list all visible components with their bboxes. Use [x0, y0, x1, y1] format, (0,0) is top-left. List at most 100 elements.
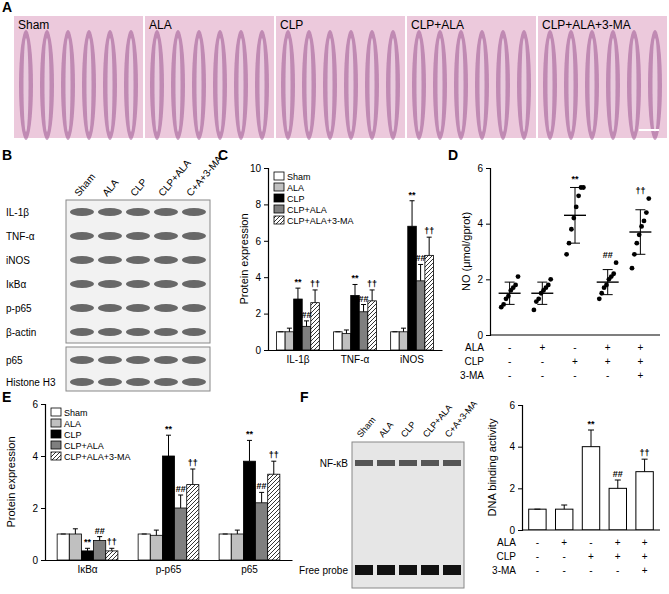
- condition-cell: -: [606, 370, 609, 381]
- bar: [609, 488, 626, 530]
- image-label: CLP+ALA+3-MA: [542, 18, 631, 32]
- blot-band: [70, 280, 94, 288]
- legend-label: CLP: [64, 430, 82, 440]
- bar: [268, 474, 280, 560]
- y-tick: 4: [509, 441, 522, 452]
- villus-core: [328, 38, 333, 132]
- error-bar: [235, 530, 240, 534]
- villus-core: [590, 38, 595, 132]
- y-axis-title: DNA binding activity: [486, 418, 498, 516]
- villus: [648, 30, 662, 140]
- significance-label: ††: [310, 279, 320, 289]
- villus-core: [370, 38, 375, 132]
- error-bar: [271, 461, 276, 474]
- image-background: [145, 16, 274, 138]
- marks: [57, 435, 280, 560]
- villus-core: [391, 38, 396, 132]
- y-tick-label: 2: [255, 308, 261, 319]
- significance-label: **: [587, 419, 595, 429]
- condition-cell: +: [561, 537, 567, 548]
- y-axis-title: Protein expression: [5, 436, 17, 527]
- condition-cell: -: [563, 551, 566, 562]
- y-tick-label: 0: [255, 345, 261, 356]
- villus-core: [417, 38, 422, 132]
- condition-cell: -: [536, 551, 539, 562]
- villus: [386, 30, 400, 140]
- error-bar: [537, 282, 547, 304]
- error-bar: [427, 237, 432, 255]
- bar: [311, 303, 320, 350]
- bar: [175, 508, 187, 560]
- y-tick-mark: [264, 241, 268, 242]
- panel-letter: B: [2, 147, 12, 163]
- blot-band: [98, 356, 122, 364]
- y-tick-label: 4: [32, 451, 38, 462]
- y-tick: 6: [477, 163, 490, 174]
- blot-band: [70, 232, 94, 240]
- villus: [323, 30, 337, 140]
- legend-label: CLP+ALA+3-MA: [287, 216, 354, 226]
- point: [532, 308, 537, 313]
- point: [611, 271, 616, 276]
- y-tick-mark: [264, 204, 268, 205]
- villus-core: [548, 38, 553, 132]
- blot-band: [70, 256, 94, 264]
- blot-band: [154, 232, 178, 240]
- condition-cell: -: [536, 565, 539, 576]
- y-tick-label: 0: [477, 330, 483, 341]
- y-tick-mark: [486, 224, 490, 225]
- error-bar: [615, 480, 621, 488]
- legend-label: CLP+ALA: [64, 441, 104, 451]
- blot-band: [126, 208, 150, 216]
- bar: [162, 456, 174, 560]
- y-tick: 6: [32, 399, 45, 410]
- y-tick: 0: [255, 345, 268, 356]
- bar: [416, 281, 425, 350]
- villus-core: [66, 38, 71, 132]
- villus: [61, 30, 75, 140]
- blot-row-label: IκBα: [6, 279, 26, 290]
- marks: [499, 185, 652, 312]
- error-bar: [313, 290, 318, 303]
- blot-band: [98, 328, 122, 336]
- point: [546, 283, 551, 288]
- y-tick: 0: [32, 555, 45, 566]
- blot-row-label: p-p65: [6, 303, 32, 314]
- y-tick: 2: [255, 308, 268, 319]
- significance-label: **: [294, 277, 302, 287]
- bar: [277, 332, 286, 350]
- y-tick-label: 2: [477, 274, 483, 285]
- x-axis-line: [269, 350, 443, 351]
- bar: [555, 509, 572, 530]
- point: [642, 218, 647, 223]
- error-bar: [570, 187, 580, 243]
- condition-label: 3-MA: [460, 370, 484, 381]
- gel-frame: [352, 442, 464, 588]
- condition-cell: +: [642, 537, 648, 548]
- legend-label: ALA: [287, 183, 304, 193]
- blot-band: [98, 232, 122, 240]
- condition-cell: +: [637, 342, 643, 353]
- legend-label: CLP+ALA: [287, 205, 327, 215]
- villus-core: [459, 38, 464, 132]
- image-label: CLP+ALA: [411, 18, 464, 32]
- villus-core: [260, 38, 265, 132]
- villus-core: [307, 38, 312, 132]
- legend-swatch: [51, 441, 61, 449]
- bar: [359, 312, 368, 350]
- villus-core: [218, 38, 223, 132]
- point: [576, 193, 581, 198]
- y-axis-line: [264, 169, 269, 351]
- blot-band: [154, 356, 178, 364]
- y-tick-mark: [264, 350, 268, 351]
- condition-cell: +: [637, 356, 643, 367]
- lane-label: ALA: [377, 420, 396, 439]
- villus-core: [438, 38, 443, 132]
- villus-core: [522, 38, 527, 132]
- condition-cell: -: [573, 370, 576, 381]
- y-tick: 0: [477, 330, 490, 341]
- error-bar: [247, 440, 252, 461]
- bar: [69, 534, 81, 560]
- significance-label: **: [84, 537, 92, 547]
- significance-label: ##: [613, 469, 623, 479]
